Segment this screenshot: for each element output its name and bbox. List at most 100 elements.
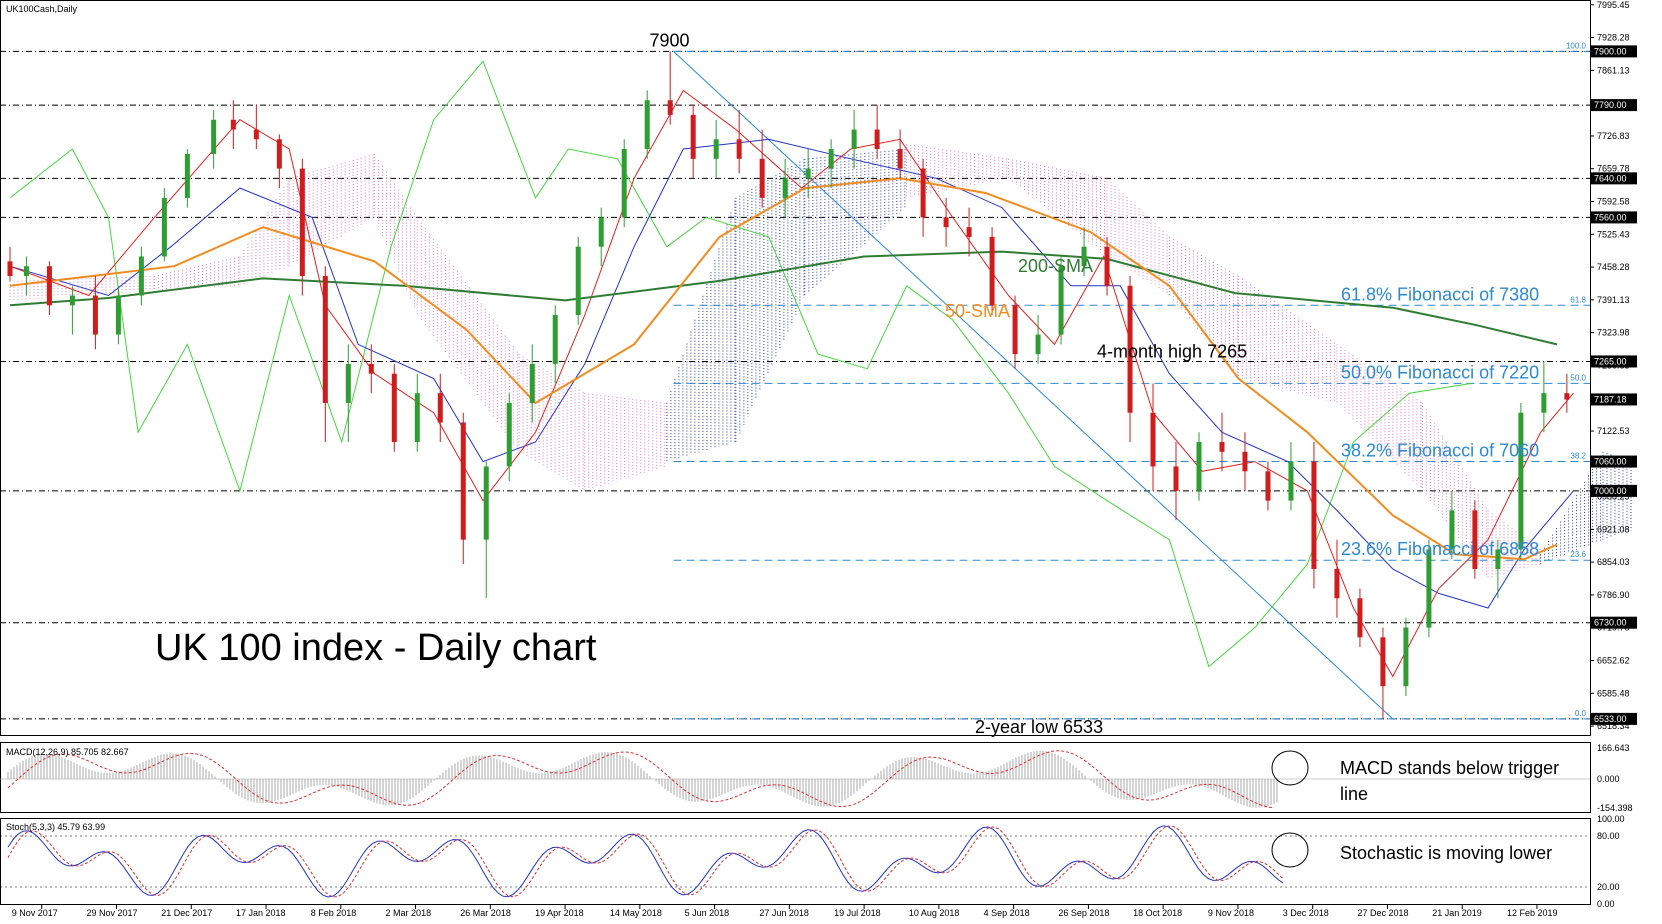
- macd-y-tick: -154.398: [1597, 803, 1633, 813]
- price-tag-text: 7265.00: [1594, 356, 1627, 366]
- candle-body: [368, 363, 374, 374]
- candle-body: [506, 402, 512, 467]
- x-tick-label: 27 Dec 2018: [1357, 908, 1408, 918]
- macd-y-tick: 0.000: [1597, 774, 1620, 784]
- annotation-4m-high: 4-month high 7265: [1097, 341, 1247, 361]
- fib-level-tag: 23.6: [1570, 550, 1586, 559]
- candle-body: [1380, 637, 1386, 687]
- x-tick-label: 26 Sep 2018: [1058, 908, 1109, 918]
- candle-body: [1058, 266, 1064, 335]
- x-tick-label: 19 Jul 2018: [834, 908, 881, 918]
- fib-label: 50.0% Fibonacci of 7220: [1341, 362, 1539, 382]
- candle-body: [736, 139, 742, 159]
- y-tick-label: 7525.43: [1597, 229, 1630, 239]
- price-tag-box: [1591, 712, 1637, 725]
- indicator-lines: [9, 51, 1574, 720]
- candle-body: [1449, 510, 1455, 550]
- candle-body: [230, 119, 236, 130]
- y-tick-label: 7995.45: [1597, 0, 1630, 10]
- y-tick-label: 6585.48: [1597, 688, 1630, 698]
- x-tick-label: 12 Feb 2019: [1507, 908, 1558, 918]
- y-tick-label: 6786.90: [1597, 590, 1630, 600]
- candle-body: [276, 139, 282, 169]
- candle-body: [391, 373, 397, 443]
- candle-body: [1426, 549, 1432, 628]
- y-tick-label: 7592.58: [1597, 196, 1630, 206]
- price-tag-text: 7060.00: [1594, 457, 1627, 467]
- candle-body: [851, 129, 857, 150]
- candle-body: [897, 149, 903, 169]
- candle-body: [1104, 246, 1110, 286]
- y-tick-label: 7122.53: [1597, 426, 1630, 436]
- y-tick-label: 7659.78: [1597, 164, 1630, 174]
- candle-body: [483, 466, 489, 540]
- x-tick-label: 2 Mar 2018: [386, 908, 432, 918]
- price-tag-box: [1591, 355, 1637, 368]
- cloud-pink-1: [9, 153, 666, 491]
- cloud-pink-2: [906, 144, 1541, 579]
- stoch-y-tick: 100.00: [1597, 814, 1625, 824]
- y-tick-label: 7458.28: [1597, 262, 1630, 272]
- price-tag-box: [1591, 616, 1637, 629]
- candle-body: [1357, 598, 1363, 638]
- fib-trendline: [673, 51, 1394, 720]
- x-tick-label: 27 Jun 2018: [759, 908, 809, 918]
- candle-body: [115, 295, 121, 335]
- sma50-line: [9, 177, 1558, 561]
- fib-level-tag: 100.0: [1566, 41, 1587, 50]
- candle-body: [1334, 568, 1340, 599]
- stoch-y-tick: 20.00: [1597, 882, 1620, 892]
- instrument-label: UK100Cash,Daily: [6, 4, 78, 14]
- candle-body: [460, 422, 466, 540]
- price-tag-text: 6533.00: [1594, 714, 1627, 724]
- candle-body: [1219, 442, 1225, 452]
- candle-body: [1495, 549, 1501, 569]
- chikou-line: [9, 60, 1472, 668]
- y-tick-label: 7928.28: [1597, 33, 1630, 43]
- candle-body: [1288, 461, 1294, 501]
- candle-body: [437, 393, 443, 423]
- candle-body: [46, 266, 52, 306]
- x-tick-label: 8 Feb 2018: [311, 908, 357, 918]
- price-tag-box: [1591, 211, 1637, 224]
- candle-body: [1518, 412, 1524, 550]
- candle-body: [713, 139, 719, 159]
- x-tick-label: 10 Aug 2018: [909, 908, 960, 918]
- candle-body: [920, 168, 926, 218]
- candle-body: [667, 100, 673, 115]
- stoch-y-tick: 0.00: [1597, 899, 1615, 909]
- price-tag-text: 7900.00: [1594, 46, 1627, 56]
- price-tag-box: [1591, 172, 1637, 185]
- candle-body: [874, 129, 880, 150]
- candle-body: [299, 168, 305, 277]
- fib-level-tag: 50.0: [1570, 373, 1586, 382]
- price-tag-text: 6730.00: [1594, 618, 1627, 628]
- price-tag-text: 7560.00: [1594, 212, 1627, 222]
- x-tick-label: 21 Jan 2019: [1432, 908, 1482, 918]
- candle-body: [345, 363, 351, 403]
- fib-label: 38.2% Fibonacci of 7060: [1341, 441, 1539, 461]
- price-tag-box: [1591, 484, 1637, 497]
- candle-body: [805, 168, 811, 179]
- candle-body: [966, 227, 972, 237]
- annotation-2y-low: 2-year low 6533: [975, 717, 1103, 737]
- panel-frames: [0, 0, 1591, 905]
- x-tick-label: 18 Oct 2018: [1133, 908, 1182, 918]
- price-tag-text: 7187.18: [1594, 394, 1627, 404]
- y-tick-label: 6921.08: [1597, 524, 1630, 534]
- candle-body: [1150, 412, 1156, 467]
- chart-title: UK 100 index - Daily chart: [155, 627, 597, 669]
- candle-body: [1173, 466, 1179, 491]
- y-tick-label: 6854.03: [1597, 557, 1630, 567]
- candle-body: [1081, 246, 1087, 267]
- price-tag-text: 7000.00: [1594, 486, 1627, 496]
- x-tick-label: 26 Mar 2018: [460, 908, 511, 918]
- labels: 7995.457928.287861.137793.987726.837659.…: [12, 0, 1637, 918]
- y-tick-label: 7726.83: [1597, 131, 1630, 141]
- candle-body: [211, 119, 217, 154]
- x-tick-label: 14 May 2018: [610, 908, 662, 918]
- macd-circle: [1271, 750, 1309, 786]
- macd-panel-frame: [0, 742, 1591, 813]
